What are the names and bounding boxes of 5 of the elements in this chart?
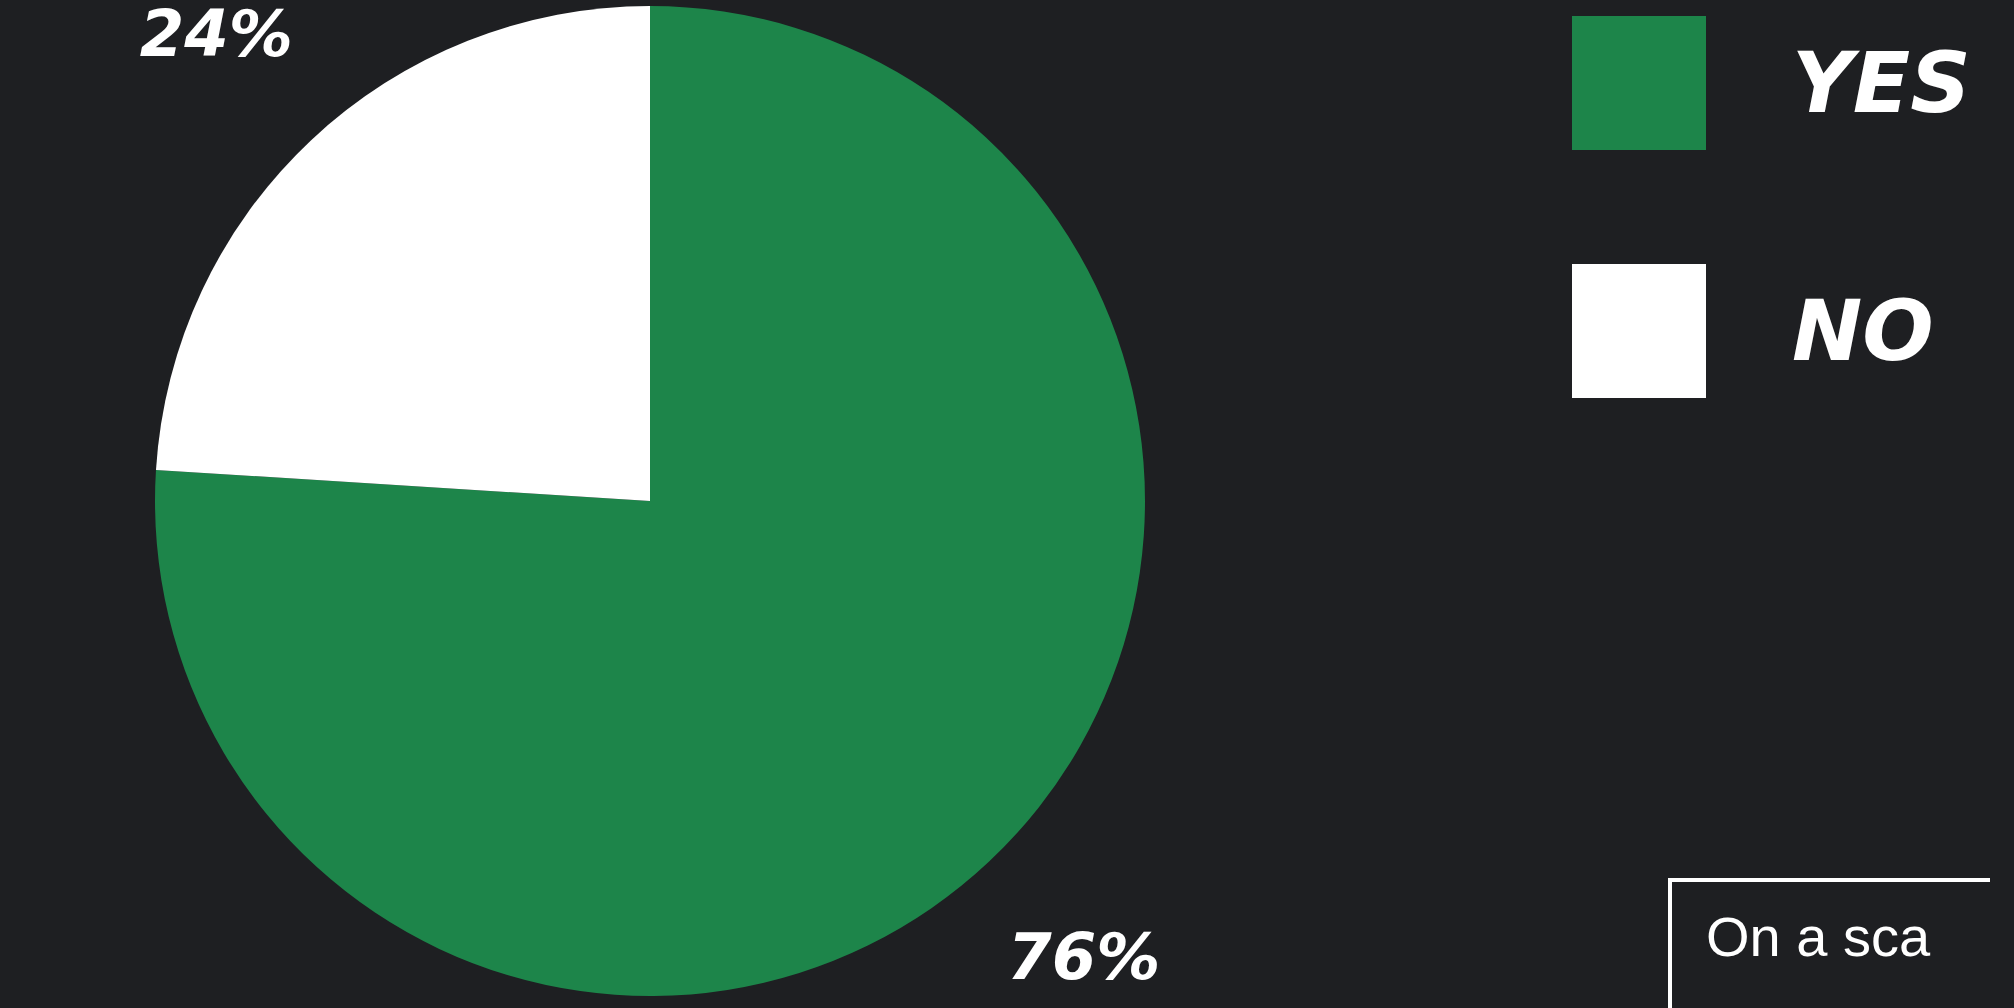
data-label: 24%: [139, 0, 293, 71]
text: On a sca: [1668, 878, 1991, 1008]
legend-label: YES: [1792, 34, 1971, 132]
data-label: 76%: [1007, 920, 1161, 995]
legend-label: NO: [1792, 282, 1934, 380]
